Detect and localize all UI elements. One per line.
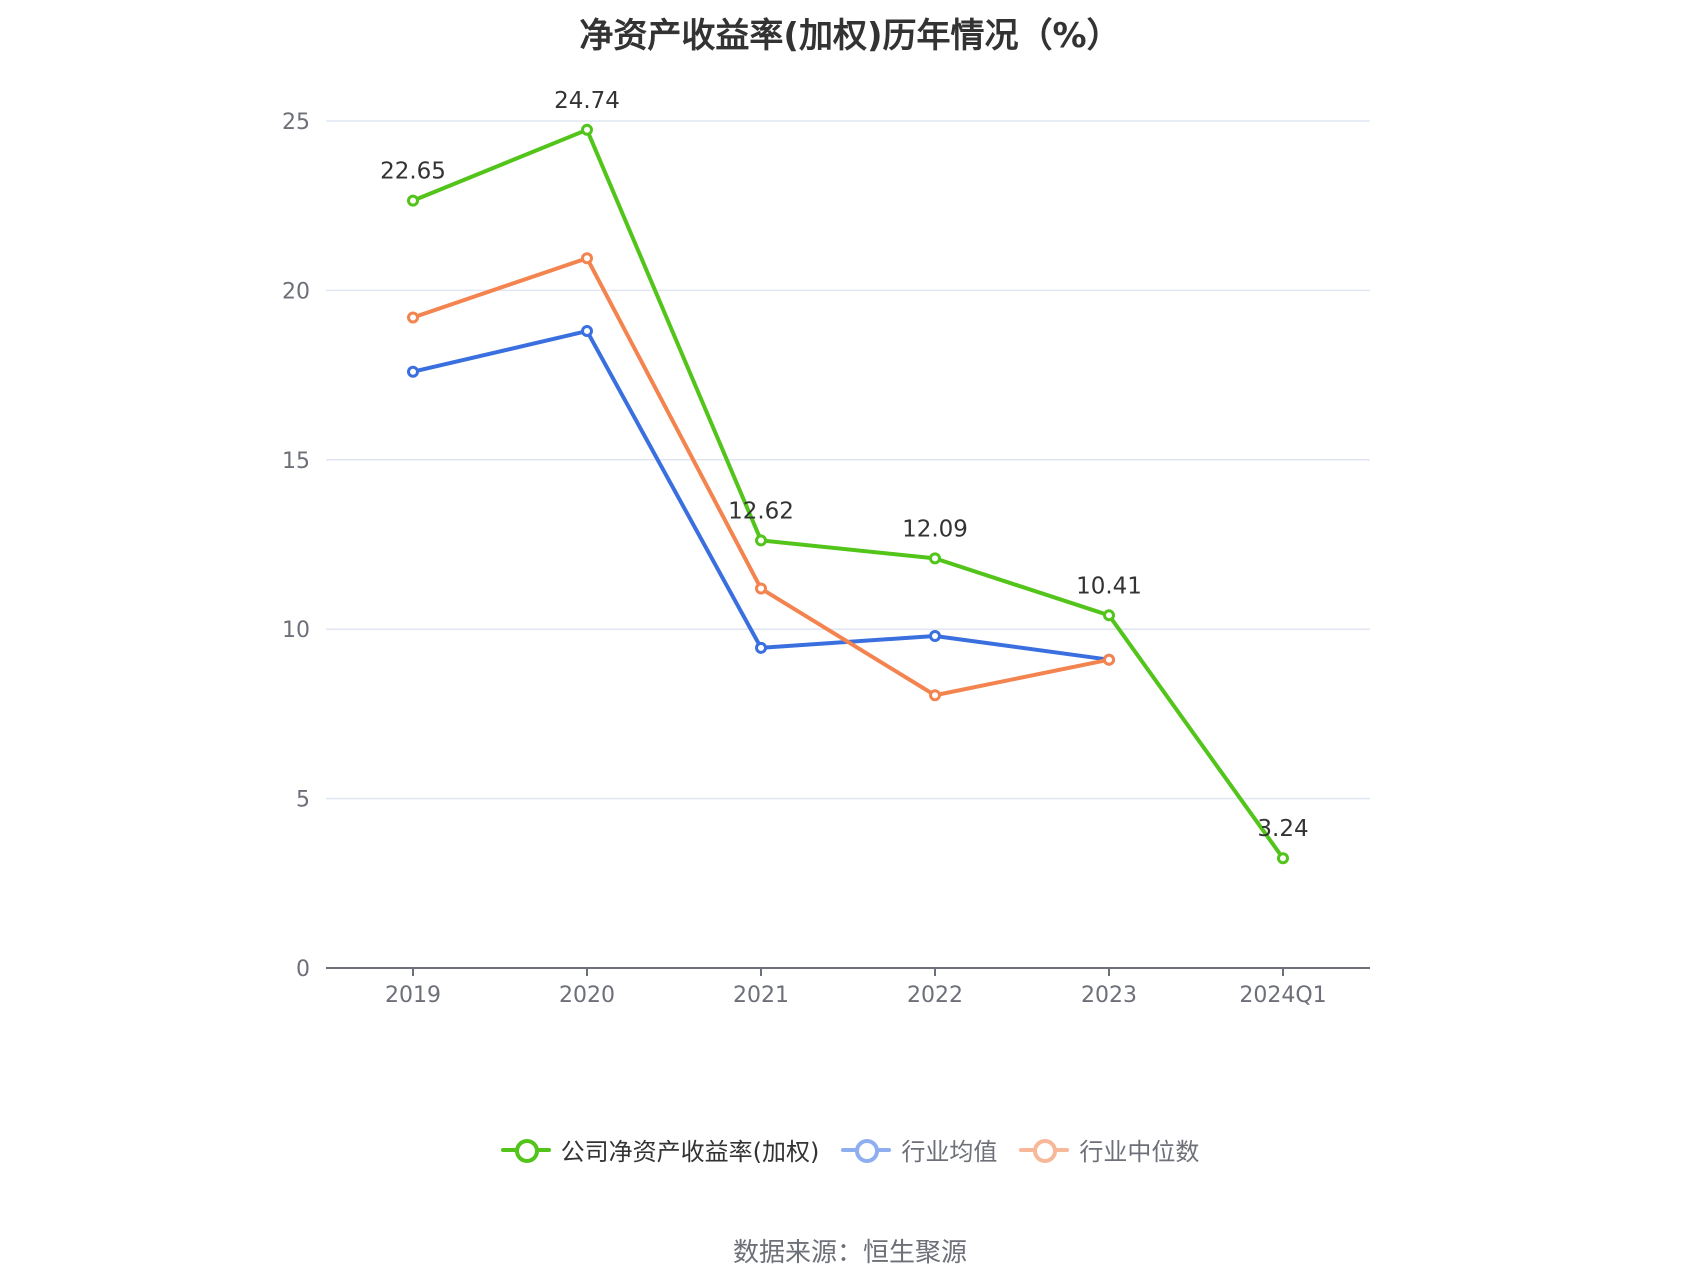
chart-title: 净资产收益率(加权)历年情况（%） <box>579 16 1121 56</box>
data-point[interactable] <box>929 629 941 642</box>
data-point[interactable] <box>1277 852 1289 865</box>
legend-swatch-icon <box>841 1138 892 1163</box>
y-tick-label: 15 <box>282 449 310 474</box>
legend-label: 行业均值 <box>901 1138 998 1166</box>
data-labels: 22.65 24.74 12.62 12.09 10.41 3.24 <box>380 88 1309 842</box>
legend-item[interactable]: 行业中位数 <box>1019 1132 1199 1167</box>
data-point[interactable] <box>755 641 767 654</box>
series-2 <box>407 252 1115 702</box>
y-tick-label: 25 <box>282 110 310 135</box>
data-point[interactable] <box>407 311 419 324</box>
data-label: 12.09 <box>902 516 968 542</box>
data-label: 3.24 <box>1257 816 1308 842</box>
x-axis-tick-labels: 2019 2020 2021 2022 2023 2024Q1 <box>385 983 1327 1008</box>
data-label: 24.74 <box>554 88 620 114</box>
x-tick-label: 2019 <box>385 983 441 1008</box>
data-label: 12.62 <box>728 498 794 524</box>
legend: 公司净资产收益率(加权) 行业均值 行业中位数 <box>0 1132 1700 1167</box>
legend-label: 公司净资产收益率(加权) <box>560 1138 820 1166</box>
series-0 <box>407 123 1289 865</box>
y-tick-label: 20 <box>282 279 310 304</box>
data-point[interactable] <box>755 534 767 547</box>
series-1 <box>407 325 1115 666</box>
data-label: 22.65 <box>380 159 446 185</box>
x-tick-label: 2021 <box>733 983 789 1008</box>
data-point[interactable] <box>929 552 941 565</box>
data-point[interactable] <box>1103 653 1115 666</box>
x-axis <box>326 967 1370 976</box>
y-tick-label: 0 <box>296 957 310 982</box>
data-point[interactable] <box>755 582 767 595</box>
x-tick-label: 2024Q1 <box>1239 983 1326 1008</box>
data-point[interactable] <box>581 252 593 265</box>
series-line <box>412 329 1110 662</box>
y-tick-label: 10 <box>282 618 310 643</box>
grid-lines <box>326 120 1370 800</box>
legend-swatch-icon <box>1019 1138 1070 1163</box>
series-lines <box>407 123 1289 865</box>
data-point[interactable] <box>407 194 419 207</box>
x-tick-label: 2023 <box>1081 983 1137 1008</box>
legend-swatch-icon <box>500 1138 551 1163</box>
data-point[interactable] <box>581 325 593 338</box>
data-label: 10.41 <box>1076 573 1142 599</box>
legend-label: 行业中位数 <box>1079 1138 1200 1166</box>
x-tick-label: 2020 <box>559 983 615 1008</box>
x-tick-label: 2022 <box>907 983 963 1008</box>
data-point[interactable] <box>581 123 593 136</box>
legend-item[interactable]: 行业均值 <box>841 1132 997 1167</box>
y-axis-tick-labels: 0 5 10 15 20 25 <box>282 110 310 982</box>
legend-item[interactable]: 公司净资产收益率(加权) <box>500 1132 820 1167</box>
data-point[interactable] <box>407 365 419 378</box>
data-point[interactable] <box>929 689 941 702</box>
series-line <box>412 127 1285 860</box>
data-point[interactable] <box>1103 609 1115 622</box>
data-source-note: 数据来源：恒生聚源 <box>732 1238 967 1268</box>
y-tick-label: 5 <box>296 788 310 813</box>
